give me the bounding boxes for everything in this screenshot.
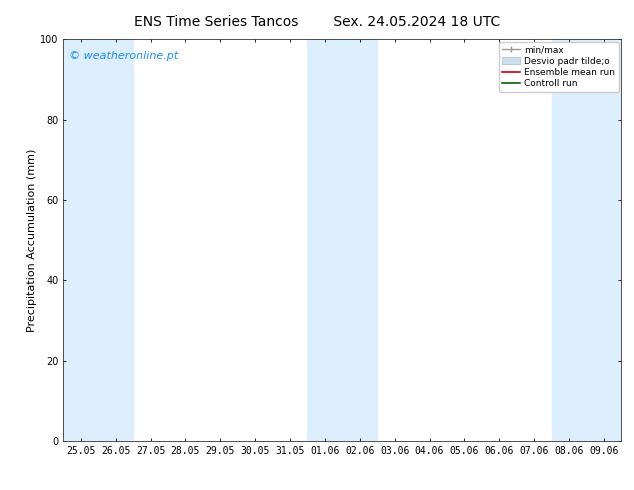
Bar (63, 39, 133, 441)
Y-axis label: Precipitation Accumulation (mm): Precipitation Accumulation (mm) (27, 148, 37, 332)
Text: ENS Time Series Tancos        Sex. 24.05.2024 18 UTC: ENS Time Series Tancos Sex. 24.05.2024 1… (134, 15, 500, 29)
Bar (307, 39, 377, 441)
Bar (552, 39, 621, 441)
Text: © weatheronline.pt: © weatheronline.pt (69, 51, 178, 61)
Legend: min/max, Desvio padr tilde;o, Ensemble mean run, Controll run: min/max, Desvio padr tilde;o, Ensemble m… (499, 42, 619, 92)
